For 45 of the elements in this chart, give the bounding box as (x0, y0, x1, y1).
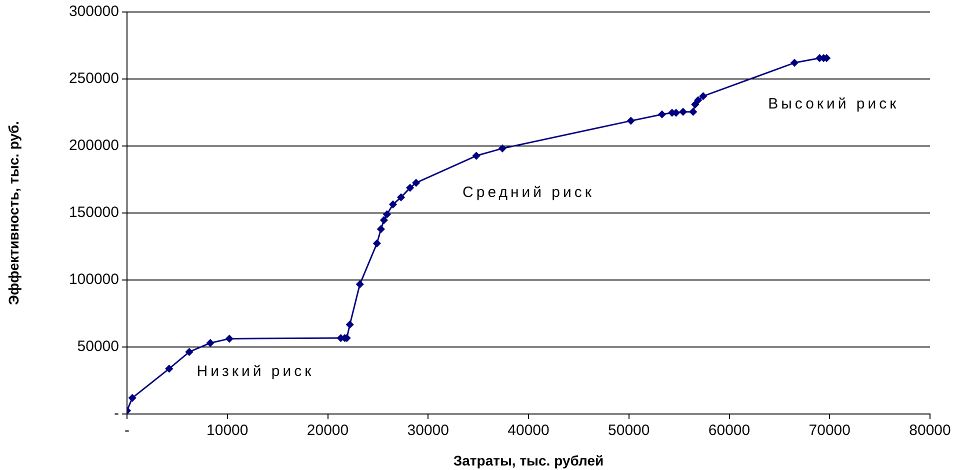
point (627, 117, 635, 125)
y-tick-label: 150000 (68, 204, 119, 222)
x-tick-label: 20000 (306, 422, 349, 440)
point (406, 184, 414, 192)
point (691, 100, 699, 108)
point (790, 59, 798, 67)
x-tick-label: 30000 (407, 422, 449, 440)
y-tick-label: 250000 (68, 70, 119, 88)
y-tick-label: 200000 (68, 137, 119, 154)
x-axis-title: Затраты, тыс. рублей (453, 452, 604, 468)
point (498, 144, 506, 152)
annotation: Высокий риск (768, 96, 900, 113)
point (377, 225, 385, 233)
point (658, 110, 666, 118)
y-tick-label: 300000 (68, 3, 119, 20)
y-tick-label: 50000 (77, 338, 119, 356)
x-tick-label: 80000 (909, 422, 951, 440)
point (346, 320, 354, 328)
point (412, 179, 420, 187)
point (389, 200, 397, 208)
annotation: Средний риск (462, 184, 594, 202)
point (397, 194, 405, 202)
annotation: Низкий риск (196, 362, 314, 380)
y-axis-title: Эффективность, тыс. руб. (5, 120, 22, 306)
x-tick-label: 50000 (608, 422, 650, 440)
point (128, 394, 136, 402)
point (699, 92, 707, 100)
x-tick-label: 10000 (206, 422, 248, 440)
x-tick-label: 60000 (708, 422, 750, 440)
point (383, 210, 391, 218)
x-tick-label: 40000 (508, 422, 550, 440)
point (185, 348, 193, 356)
point (694, 96, 702, 104)
point (165, 364, 173, 372)
point (206, 339, 214, 347)
point (679, 108, 687, 116)
x-tick-label: 70000 (808, 422, 850, 440)
point (380, 216, 388, 224)
point (356, 280, 364, 288)
point (373, 240, 381, 248)
point (689, 108, 697, 116)
y-tick-label: - (114, 405, 119, 422)
point (472, 152, 480, 160)
point (226, 334, 234, 342)
y-tick-label: 100000 (68, 271, 119, 288)
